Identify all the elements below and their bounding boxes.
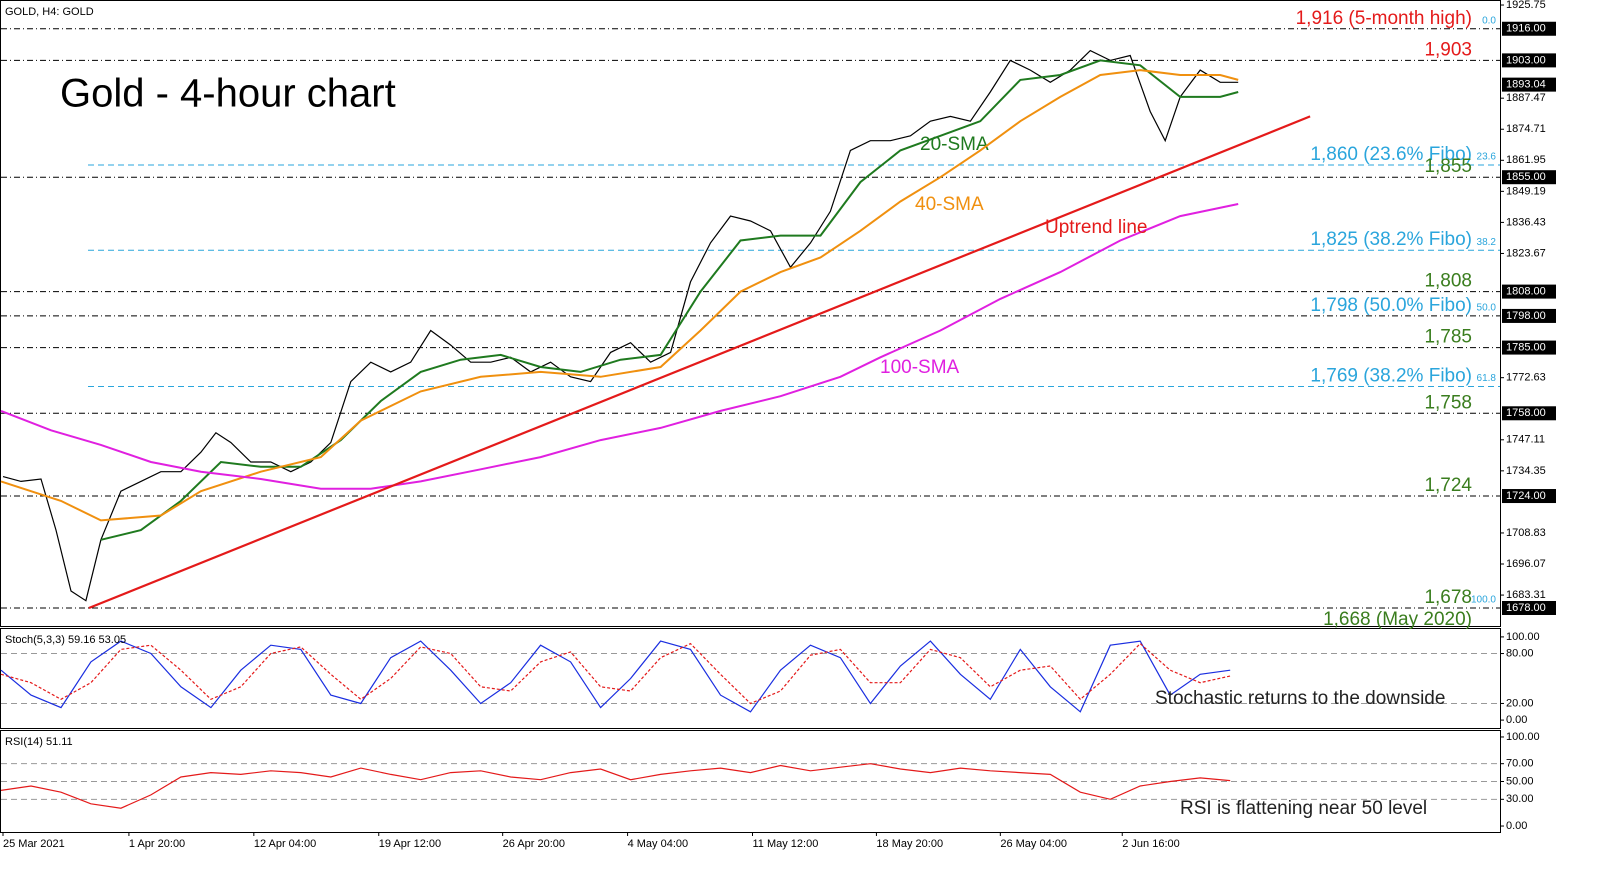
rsi-pane	[0, 730, 1501, 833]
series-line	[0, 69, 1239, 522]
series-annotation: 20-SMA	[920, 134, 989, 155]
fib-tag: 50.0	[1477, 303, 1497, 314]
level-label: 1,855	[1424, 156, 1472, 177]
y-tick-label: 100.00	[1506, 731, 1540, 743]
level-axis-box	[1502, 53, 1556, 68]
fib-tag: 0.0	[1482, 15, 1496, 26]
level-axis-box	[1502, 21, 1556, 36]
level-axis-label: 1916.00	[1506, 23, 1546, 35]
series-annotation: 100-SMA	[880, 357, 960, 378]
y-tick-label: 80.00	[1506, 647, 1534, 659]
y-tick-label: 1849.19	[1506, 185, 1546, 197]
y-tick-label: 1925.75	[1506, 0, 1546, 11]
fib-tag: 100.0	[1471, 595, 1496, 606]
pane-title: Stoch(5,3,3) 59.16 53.05	[5, 634, 126, 646]
level-axis-label: 1798.00	[1506, 310, 1546, 322]
series-line	[0, 640, 1231, 713]
pane-annotation: Stochastic returns to the downside	[1155, 688, 1445, 709]
level-label: 1,758	[1424, 392, 1472, 413]
x-tick-label: 12 Apr 04:00	[254, 838, 316, 850]
level-axis-box	[1502, 284, 1556, 299]
x-tick-label: 18 May 20:00	[876, 838, 943, 850]
y-tick-label: 1683.31	[1506, 589, 1546, 601]
level-axis-label: 1724.00	[1506, 490, 1546, 502]
y-tick-label: 1734.35	[1506, 465, 1546, 477]
series-line	[100, 59, 1239, 541]
y-tick-label: 0.00	[1506, 820, 1527, 832]
x-tick-label: 26 May 04:00	[1000, 838, 1067, 850]
chart-title: Gold - 4-hour chart	[60, 72, 396, 116]
x-tick-label: 25 Mar 2021	[3, 838, 65, 850]
level-label: 1,903	[1424, 39, 1472, 60]
y-tick-label: 1887.47	[1506, 92, 1546, 104]
level-label: 1,769 (38.2% Fibo)	[1310, 366, 1472, 387]
level-axis-box	[1502, 170, 1556, 185]
x-tick-label: 26 Apr 20:00	[503, 838, 565, 850]
y-tick-label: 1747.11	[1506, 434, 1545, 446]
level-label: 1,825 (38.2% Fibo)	[1310, 229, 1472, 250]
level-axis-box	[1502, 308, 1556, 323]
series-line	[0, 203, 1239, 490]
y-tick-label: 1823.67	[1506, 247, 1546, 259]
main-pane	[0, 0, 1501, 627]
y-tick-label: 1772.63	[1506, 372, 1546, 384]
series-line	[88, 115, 1311, 610]
level-axis-label: 1903.00	[1506, 54, 1546, 66]
level-label: 1,798 (50.0% Fibo)	[1310, 295, 1472, 316]
y-tick-label: 100.00	[1506, 631, 1540, 643]
y-tick-label: 1861.95	[1506, 154, 1546, 166]
level-axis-box	[1502, 489, 1556, 504]
fib-tag: 23.6	[1477, 152, 1497, 163]
fib-tag: 61.8	[1477, 373, 1497, 384]
level-axis-label: 1678.00	[1506, 602, 1546, 614]
level-axis-label: 1758.00	[1506, 407, 1546, 419]
y-tick-label: 1708.83	[1506, 527, 1546, 539]
level-label: 1,808	[1424, 271, 1472, 292]
series-line	[2, 49, 1239, 602]
x-tick-label: 1 Apr 20:00	[129, 838, 185, 850]
level-axis-box	[1502, 600, 1556, 615]
last-price: 1893.04	[1506, 79, 1546, 91]
series-line	[0, 642, 1231, 705]
level-label: 1,860 (23.6% Fibo)	[1310, 144, 1472, 165]
level-label: 1,916 (5-month high)	[1296, 8, 1472, 29]
x-tick-label: 4 May 04:00	[628, 838, 689, 850]
level-label: 1,668 (May 2020)	[1323, 609, 1472, 630]
stoch-pane	[0, 628, 1501, 729]
symbol-header: GOLD, H4: GOLD	[5, 6, 94, 18]
y-tick-label: 20.00	[1506, 697, 1534, 709]
level-label: 1,724	[1424, 475, 1472, 496]
pane-title: RSI(14) 51.11	[5, 736, 73, 748]
x-tick-label: 11 May 12:00	[752, 838, 818, 850]
x-tick-label: 2 Jun 16:00	[1122, 838, 1180, 850]
level-axis-label: 1808.00	[1506, 286, 1546, 298]
y-tick-label: 50.00	[1506, 775, 1534, 787]
level-label: 1,678	[1424, 587, 1472, 608]
series-annotation: Uptrend line	[1045, 217, 1147, 238]
pane-annotation: RSI is flattening near 50 level	[1180, 798, 1427, 819]
y-tick-label: 1836.43	[1506, 216, 1546, 228]
series-line	[0, 763, 1231, 809]
last-price-box	[1502, 77, 1556, 92]
y-tick-label: 0.00	[1506, 714, 1527, 726]
level-axis-label: 1785.00	[1506, 341, 1546, 353]
y-tick-label: 30.00	[1506, 793, 1534, 805]
level-axis-label: 1855.00	[1506, 171, 1546, 183]
x-tick-label: 19 Apr 12:00	[379, 838, 441, 850]
level-label: 1,785	[1424, 327, 1472, 348]
series-annotation: 40-SMA	[915, 194, 984, 215]
y-tick-label: 70.00	[1506, 758, 1534, 770]
level-axis-box	[1502, 340, 1556, 355]
fib-tag: 38.2	[1477, 237, 1497, 248]
level-axis-box	[1502, 406, 1556, 421]
y-tick-label: 1696.07	[1506, 558, 1546, 570]
y-tick-label: 1874.71	[1506, 123, 1546, 135]
